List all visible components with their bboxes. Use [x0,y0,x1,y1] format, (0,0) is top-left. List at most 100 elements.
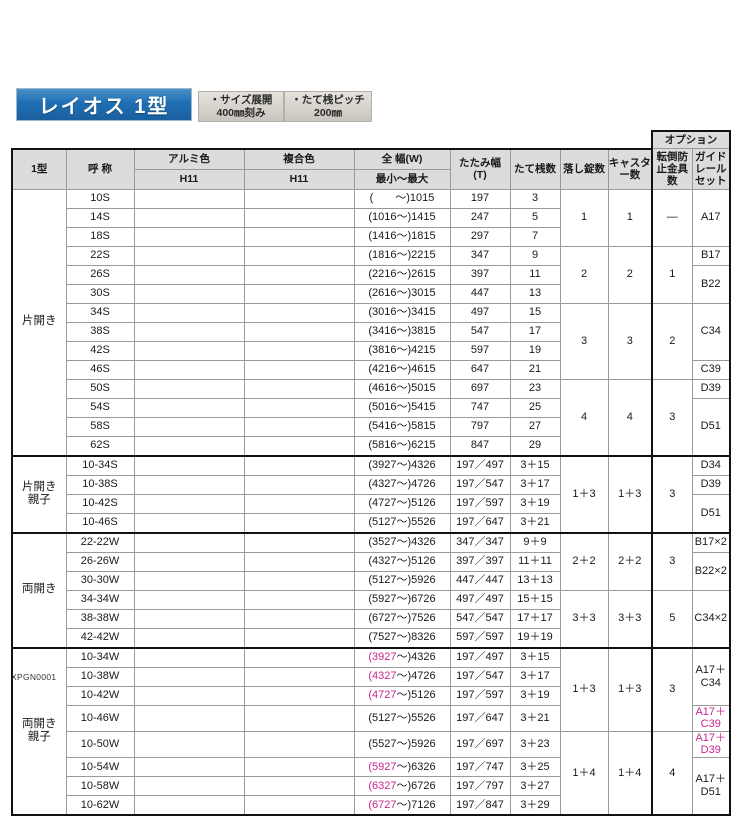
cell-alumi-color [133,397,245,418]
cell-name: 26-26W [65,551,135,572]
table-row: 14S (1016～)1415 247 5 [12,207,730,228]
cell-name: 46S [65,359,135,380]
cell-anti-tip-bracket-count: 3 [651,646,693,732]
table-row: 62S (5816～)6215 847 29 [12,435,730,456]
cell-vertical-rail-count: 13＋13 [509,570,561,591]
cell-composite-color [243,551,355,572]
cell-total-width: (5927～)6726 [353,589,451,610]
cell-alumi-color [133,704,245,732]
cell-total-width: (5416～)5815 [353,416,451,437]
cell-total-width: (4327～)4726 [353,474,451,495]
cell-alumi-color [133,245,245,266]
cell-alumi-color [133,207,245,228]
cell-composite-color [243,570,355,591]
cell-tatami-width: 397 [449,264,511,285]
cell-guide-rail-set: B22×2 [691,551,732,591]
cell-vertical-rail-count: 3＋21 [509,704,561,732]
cell-composite-color [243,207,355,228]
cell-total-width: ( ～)1015 [353,188,451,209]
cell-vertical-rail-count: 17＋17 [509,608,561,629]
cell-alumi-color [133,188,245,209]
cell-vertical-rail-count: 3＋17 [509,474,561,495]
cell-alumi-color [133,474,245,495]
cell-total-width: (1816～)2215 [353,245,451,266]
cell-name: 50S [65,378,135,399]
cell-tatami-width: 347 [449,245,511,266]
cell-composite-color [243,776,355,797]
cell-composite-color [243,474,355,495]
cell-total-width: (5816～)6215 [353,435,451,456]
cell-vertical-rail-count: 25 [509,397,561,418]
cell-anti-tip-bracket-count: 3 [651,531,693,591]
group-label: 両開き [11,531,67,648]
cell-alumi-color [133,226,245,247]
cell-vertical-rail-count: 3 [509,188,561,209]
cell-composite-color [243,666,355,687]
cell-tatami-width: 547／547 [449,608,511,629]
cell-name: 30-30W [65,570,135,591]
cell-alumi-color [133,493,245,514]
cell-alumi-color [133,359,245,380]
cell-tatami-width: 797 [449,416,511,437]
cell-composite-color [243,264,355,285]
cell-caster-count: 2 [607,245,653,304]
table-row: 50S (4616～)5015 697 23 4 4 3 D39 [12,378,732,456]
cell-vertical-rail-count: 15 [509,302,561,323]
cell-alumi-color [133,666,245,687]
cell-vertical-rail-count: 5 [509,207,561,228]
cell-tatami-width: 297 [449,226,511,247]
cell-guide-rail-set: D34 [691,454,732,476]
cell-total-width: (4727～)5126 [353,685,451,706]
cell-tatami-width: 497／497 [449,589,511,610]
cell-tatami-width: 197／497 [449,454,511,476]
table-row: 10-42W (4727～)5126 197／597 3＋19 [12,685,730,706]
th-alumi-color: アルミ色 [133,147,245,170]
table-row: 42S (3816～)4215 597 19 [12,340,730,361]
cell-composite-color [243,512,355,533]
cell-name: 10-38S [65,474,135,495]
table-row: 片開き 親子 10-34S (3927～)4326 197／497 3＋15 1＋3 1＋3 3… [11,454,732,533]
cell-composite-color [243,340,355,361]
table-row: 46S (4216～)4615 647 21 C39 [12,359,732,380]
cell-tatami-width: 197／697 [449,730,511,759]
cell-drop-lock-count: 1＋3 [559,646,609,732]
cell-guide-rail-set: D51 [691,397,732,456]
cell-guide-rail-set: B17 [691,245,732,266]
cell-composite-color [243,359,355,380]
cell-total-width: (7527～)8326 [353,627,451,648]
cell-vertical-rail-count: 3＋29 [509,795,561,816]
group-label: 片開き [11,188,67,456]
cell-caster-count: 2＋2 [607,531,653,591]
cell-tatami-width: 697 [449,378,511,399]
cell-tatami-width: 647 [449,359,511,380]
table-row: 38-38W (6727～)7526 547／547 17＋17 [12,608,730,629]
table-row: 両開き 22-22W (3527～)4326 347／347 9＋9 2＋2 2＋2 3 B17… [11,531,732,648]
cell-composite-color [243,531,355,553]
cell-alumi-color [133,435,245,456]
note-line-1: ・サイズ展開 [209,93,273,106]
cell-guide-rail-set: D51 [691,493,732,533]
th-vertical-rail-count: たて桟数 [509,147,561,190]
cell-vertical-rail-count: 9 [509,245,561,266]
note-badge-vertical-pitch: ・たて桟ピッチ 200㎜ [284,91,372,122]
cell-composite-color [243,435,355,456]
th-drop-lock-count: 落し錠数 [559,147,609,190]
cell-caster-count: 1＋3 [607,646,653,732]
th-alumi-color-code: H11 [133,168,245,190]
cell-total-width: (6327～)6726 [353,776,451,797]
cell-alumi-color [133,512,245,533]
cell-tatami-width: 197／597 [449,685,511,706]
cell-vertical-rail-count: 11 [509,264,561,285]
cell-name: 14S [65,207,135,228]
th-tatami-width-line1: たたみ幅 [459,156,501,169]
cell-anti-tip-bracket-count: 5 [651,589,693,648]
cell-total-width: (2216～)2615 [353,264,451,285]
cell-vertical-rail-count: 17 [509,321,561,342]
table-row: 18S (1416～)1815 297 7 [12,226,730,247]
group-label: 片開き 親子 [11,454,67,533]
table-row: 片開き 10S( ～)1015 197 3 1 1— A17 [11,188,732,456]
cell-alumi-color [133,627,245,648]
cell-vertical-rail-count: 3＋23 [509,730,561,759]
cell-name: 26S [65,264,135,285]
cell-vertical-rail-count: 3＋19 [509,493,561,514]
